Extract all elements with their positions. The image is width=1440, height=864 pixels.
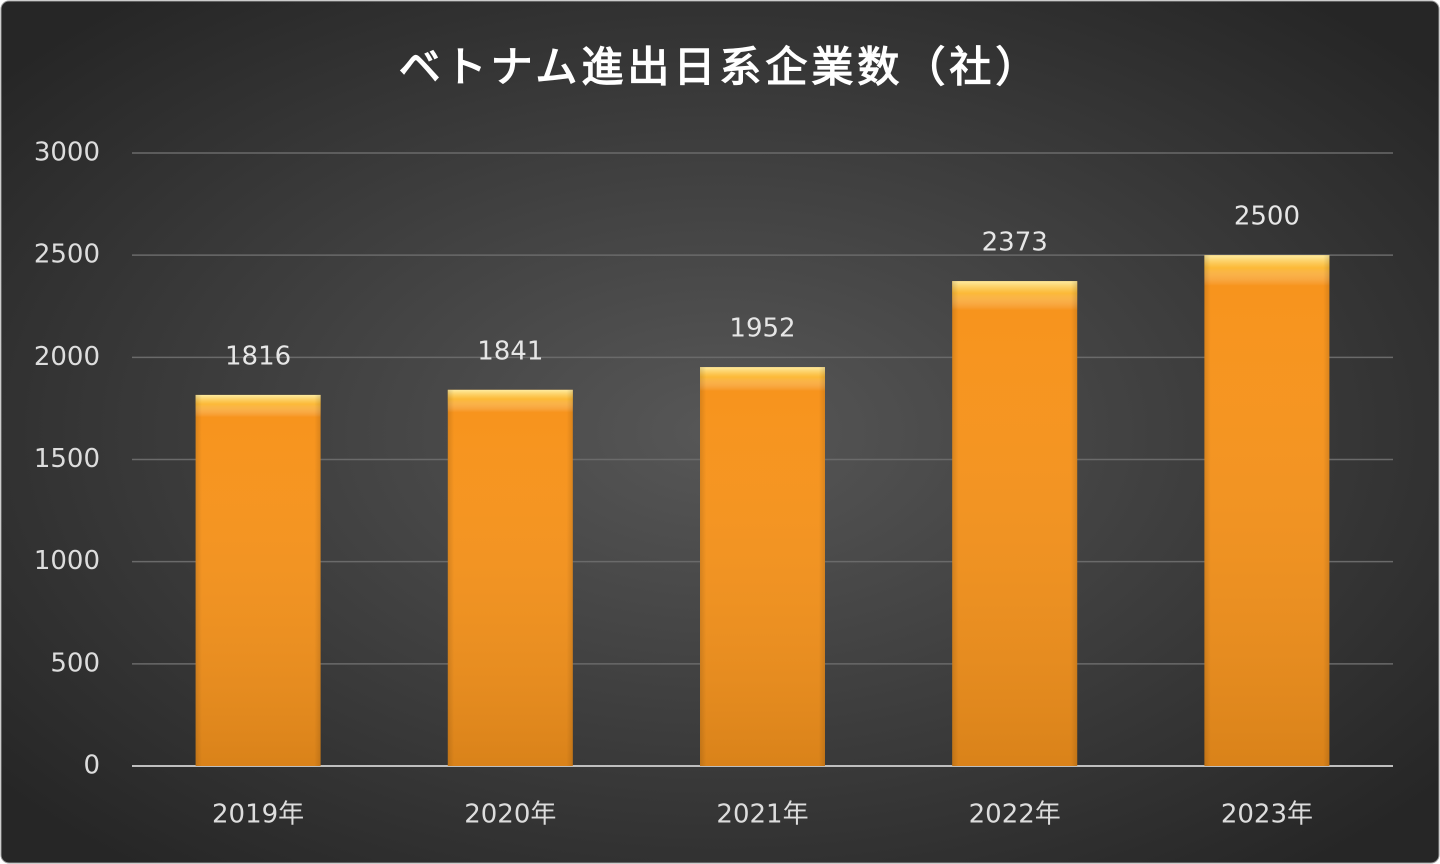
data-label: 1841 bbox=[477, 336, 543, 366]
bar-shading bbox=[700, 367, 825, 766]
y-tick-label: 1500 bbox=[34, 444, 100, 474]
y-tick-label: 500 bbox=[50, 648, 100, 678]
bar-shading bbox=[195, 394, 321, 766]
data-label: 1816 bbox=[225, 341, 291, 371]
x-tick-label: 2019年 bbox=[212, 800, 304, 830]
chart-title: ベトナム進出日系企業数（社） bbox=[399, 43, 1042, 92]
data-label: 2373 bbox=[982, 228, 1048, 258]
x-tick-label: 2020年 bbox=[464, 800, 556, 830]
bar-shading bbox=[952, 281, 1078, 766]
data-label: 1952 bbox=[729, 314, 795, 344]
bar-shading bbox=[447, 389, 573, 766]
y-tick-label: 2000 bbox=[34, 342, 100, 372]
y-tick-label: 2500 bbox=[34, 240, 100, 270]
y-tick-label: 1000 bbox=[34, 546, 100, 576]
y-tick-label: 0 bbox=[83, 751, 100, 781]
bar-shading bbox=[1204, 255, 1330, 766]
x-tick-label: 2023年 bbox=[1221, 800, 1313, 830]
x-tick-label: 2021年 bbox=[716, 800, 808, 830]
y-tick-label: 3000 bbox=[34, 138, 100, 168]
data-label: 2500 bbox=[1234, 202, 1300, 232]
x-tick-label: 2022年 bbox=[969, 800, 1061, 830]
